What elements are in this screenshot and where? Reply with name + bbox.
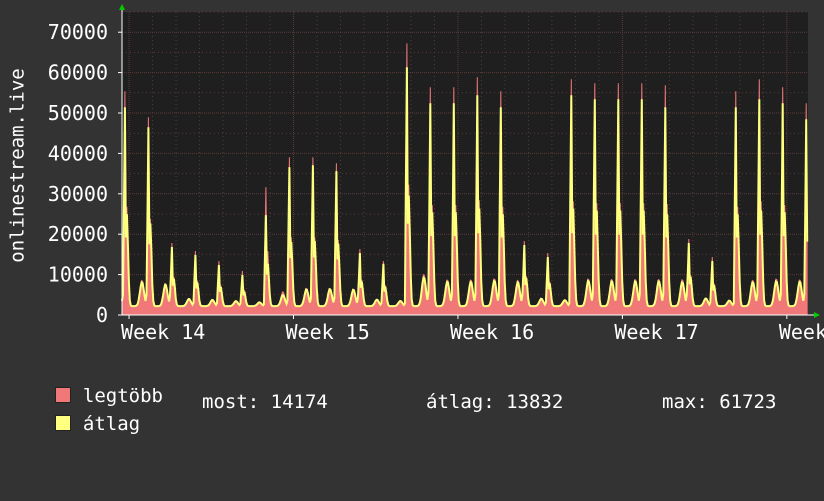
x-tick-label: Week 15 xyxy=(286,320,370,344)
atlag-label: átlag xyxy=(82,413,141,435)
y-tick-label: 70000 xyxy=(48,20,108,44)
legend-item-legtobb: legtöbb xyxy=(32,363,163,407)
stat-atlag: átlag: 13832 xyxy=(426,391,563,413)
y-axis-arrow-icon xyxy=(119,4,125,10)
atlag-swatch xyxy=(54,415,71,431)
series-atlag-line xyxy=(121,67,809,308)
plot-area xyxy=(122,12,808,315)
legtobb-swatch xyxy=(54,387,71,403)
y-tick-label: 50000 xyxy=(48,101,108,125)
stat-atlag-value: 13832 xyxy=(506,391,564,413)
y-axis-label: onlinestream.live xyxy=(7,68,29,262)
x-tick-labels: Week 14 Week 15 Week 16 Week 17 Week 18 xyxy=(121,315,824,344)
y-tick-label: 40000 xyxy=(48,141,108,165)
stat-most-label: most: xyxy=(202,391,260,413)
legtobb-label: legtöbb xyxy=(82,385,163,407)
y-tick-label: 10000 xyxy=(48,263,108,287)
stat-atlag-label: átlag: xyxy=(426,391,495,413)
y-tick-label: 0 xyxy=(96,303,108,327)
axes xyxy=(119,4,820,318)
x-tick-label: Week 17 xyxy=(614,320,698,344)
y-tick-labels: 0 10000 20000 30000 40000 50000 60000 70000 xyxy=(48,20,122,327)
x-axis-arrow-icon xyxy=(814,312,820,318)
stat-max-label: max: xyxy=(662,391,708,413)
legend-item-atlag: átlag most: 14174 átlag: 13832 max: 6172… xyxy=(32,391,802,501)
stat-max: max: 61723 xyxy=(662,391,776,413)
x-tick-label: Week 14 xyxy=(121,320,205,344)
stat-most: most: 14174 xyxy=(202,391,328,413)
stat-most-value: 14174 xyxy=(270,391,328,413)
x-tick-label: Week 18 xyxy=(779,320,824,344)
chart: 0 10000 20000 30000 40000 50000 60000 70000 Wee… xyxy=(7,4,824,344)
y-tick-label: 60000 xyxy=(48,61,108,85)
y-tick-label: 20000 xyxy=(48,222,108,246)
y-tick-label: 30000 xyxy=(48,182,108,206)
stat-max-value: 61723 xyxy=(719,391,777,413)
x-tick-label: Week 16 xyxy=(450,320,534,344)
